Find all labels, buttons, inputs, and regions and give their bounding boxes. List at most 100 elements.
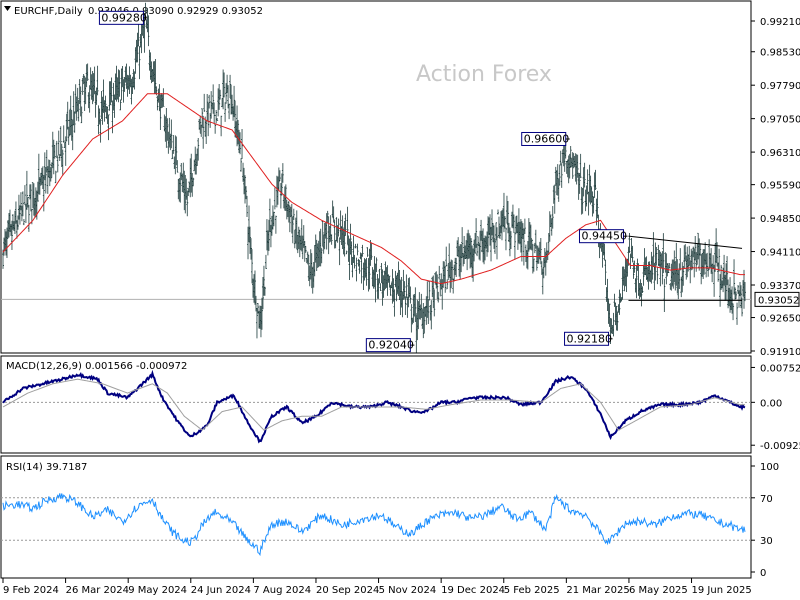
ohlc-bar bbox=[361, 244, 364, 257]
ohlc-bar bbox=[633, 260, 636, 273]
ohlc-bar bbox=[239, 132, 242, 155]
ohlc-bar bbox=[186, 190, 189, 217]
ohlc-bar bbox=[304, 245, 307, 253]
ohlc-bar bbox=[389, 284, 392, 296]
annotation-label: 0.92180 bbox=[567, 332, 613, 345]
ohlc-bar bbox=[62, 125, 65, 143]
ohlc-bar bbox=[737, 284, 740, 294]
price-tick-label: 0.91910 bbox=[760, 347, 800, 358]
ohlc-bar bbox=[343, 220, 346, 257]
ohlc-bar bbox=[631, 245, 634, 263]
ohlc-bar bbox=[563, 142, 566, 172]
ohlc-bar bbox=[273, 187, 276, 210]
ohlc-bar bbox=[79, 86, 82, 117]
ohlc-bar bbox=[61, 149, 64, 176]
ohlc-bar bbox=[445, 246, 448, 267]
ohlc-bar bbox=[656, 266, 659, 285]
ohlc-bar bbox=[717, 262, 720, 282]
ohlc-bar bbox=[612, 312, 615, 337]
ohlc-bar bbox=[268, 198, 271, 233]
ohlc-bar bbox=[147, 15, 150, 47]
ohlc-bar bbox=[740, 285, 743, 309]
ohlc-bar bbox=[272, 211, 275, 227]
ohlc-bar bbox=[437, 291, 440, 303]
ohlc-bar bbox=[494, 239, 497, 254]
ohlc-bar bbox=[144, 2, 147, 21]
axes-layer: 0.99210 0.98530 0.97790 0.97050 0.96310 0.955… bbox=[2, 17, 800, 596]
ohlc-bar bbox=[377, 278, 380, 299]
ohlc-bar bbox=[678, 263, 681, 289]
ohlc-bar bbox=[36, 181, 39, 202]
price-tick-label: 0.94110 bbox=[760, 248, 800, 259]
macd-line bbox=[2, 369, 746, 444]
ohlc-bar bbox=[176, 160, 179, 173]
ohlc-bar bbox=[104, 95, 107, 113]
annotation: 0.99280 bbox=[98, 10, 148, 25]
ohlc-bar bbox=[278, 170, 281, 182]
ohlc-bar bbox=[253, 270, 256, 305]
dropdown-triangle-icon[interactable] bbox=[4, 6, 11, 11]
ohlc-bar bbox=[618, 289, 621, 315]
annotation: 0.94450 bbox=[578, 229, 628, 244]
ohlc-bar bbox=[594, 169, 597, 190]
ohlc-bar bbox=[341, 215, 344, 249]
ohlc-bar bbox=[619, 293, 622, 303]
ohlc-bar bbox=[596, 190, 599, 219]
annotation: 0.92180 bbox=[564, 331, 613, 346]
ohlc-bar bbox=[120, 68, 123, 101]
ohlc-bar bbox=[203, 93, 206, 112]
ohlc-bar bbox=[26, 197, 29, 208]
ohlc-readout: 0.93046 0.93090 0.92929 0.93052 bbox=[88, 6, 263, 17]
ohlc-bar bbox=[635, 264, 638, 299]
ohlc-bar bbox=[218, 84, 221, 110]
ohlc-bar bbox=[490, 226, 493, 262]
ohlc-bar bbox=[734, 287, 737, 301]
ohlc-bar bbox=[366, 247, 369, 257]
ohlc-bar bbox=[281, 163, 284, 183]
ohlc-bar bbox=[388, 275, 391, 288]
macd-tick-label: 0.007526 bbox=[760, 363, 800, 374]
ohlc-bar bbox=[553, 184, 556, 214]
ohlc-bar bbox=[379, 283, 382, 292]
ohlc-bar bbox=[338, 237, 341, 266]
ohlc-bar bbox=[475, 218, 478, 248]
ohlc-bar bbox=[360, 253, 363, 284]
ohlc-bar bbox=[430, 300, 433, 330]
ohlc-bar bbox=[621, 266, 624, 300]
macd-title: MACD(12,26,9) 0.001566 -0.000972 bbox=[6, 361, 187, 372]
ohlc-bar bbox=[110, 77, 113, 103]
ohlc-bar bbox=[655, 247, 658, 266]
ohlc-bar bbox=[558, 164, 561, 186]
ohlc-bar bbox=[735, 291, 738, 299]
ohlc-bar bbox=[414, 287, 417, 323]
ohlc-bar bbox=[326, 210, 329, 223]
ohlc-bar bbox=[66, 101, 69, 130]
ohlc-bar bbox=[504, 227, 507, 251]
ohlc-bar bbox=[133, 71, 136, 90]
ohlc-bar bbox=[223, 72, 226, 98]
ohlc-bar bbox=[19, 192, 22, 211]
ohlc-bar bbox=[27, 204, 30, 232]
ohlc-bar bbox=[255, 308, 258, 339]
ohlc-bar bbox=[695, 252, 698, 272]
ohlc-bar bbox=[86, 63, 89, 81]
ohlc-bar bbox=[534, 229, 537, 249]
moving-average-line bbox=[2, 93, 745, 285]
price-tick-label: 0.95590 bbox=[760, 181, 800, 192]
ohlc-bar bbox=[333, 219, 336, 249]
ohlc-bar bbox=[280, 173, 283, 196]
ohlc-bar bbox=[16, 215, 19, 230]
ohlc-bar bbox=[398, 270, 401, 300]
ohlc-bar bbox=[123, 76, 126, 92]
ohlc-bar bbox=[470, 238, 473, 268]
ohlc-bar bbox=[496, 227, 498, 260]
ohlc-bar bbox=[356, 243, 359, 256]
watermark: Action Forex bbox=[416, 62, 552, 87]
ohlc-bar bbox=[81, 78, 84, 95]
date-tick-label: 20 Sep 2024 bbox=[316, 585, 379, 596]
ohlc-bar bbox=[96, 65, 99, 96]
ohlc-bar bbox=[199, 115, 202, 134]
ohlc-bar bbox=[137, 24, 140, 47]
ohlc-bar bbox=[80, 106, 83, 124]
